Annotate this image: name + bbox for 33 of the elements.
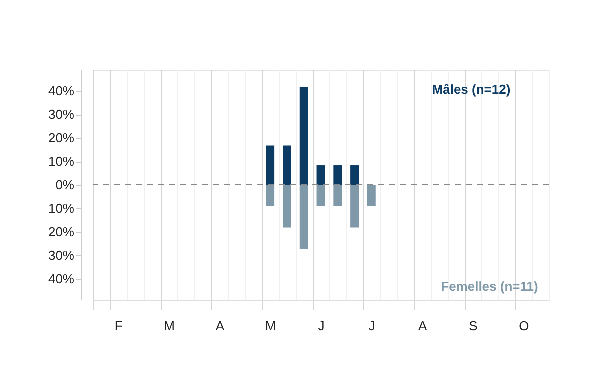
text: Femelles (n=11): [441, 279, 538, 294]
bar: [316, 166, 326, 185]
bar: [266, 185, 275, 206]
y-tick-label: 20%: [48, 224, 75, 240]
y-tick-label: 0%: [56, 178, 75, 192]
x-tick-label: A: [216, 318, 225, 334]
text: Mâles (n=12): [432, 82, 511, 97]
bar: [316, 185, 326, 206]
y-tick-label: 10%: [48, 154, 75, 170]
y-tick-label: 40%: [48, 271, 75, 286]
bar: [300, 87, 308, 185]
bar: [350, 185, 359, 228]
y-tick-label: 40%: [48, 84, 75, 99]
x-tick-label: F: [114, 318, 123, 334]
bar: [266, 146, 275, 185]
x-tick-label: A: [418, 318, 428, 334]
bar: [350, 166, 359, 185]
x-tick-label: O: [519, 318, 530, 334]
y-tick-label: 30%: [48, 107, 75, 122]
bar: [334, 166, 342, 185]
x-tick-label: J: [318, 318, 325, 334]
bar: [334, 185, 342, 206]
bar: [300, 185, 308, 250]
x-tick-label: M: [265, 318, 276, 334]
bar: [283, 185, 292, 228]
y-tick-label: 10%: [48, 200, 75, 216]
y-tick-label: 20%: [48, 130, 75, 146]
y-tick-label: 30%: [48, 248, 75, 263]
x-tick-label: J: [368, 318, 376, 334]
bar: [283, 146, 292, 185]
x-tick-label: M: [164, 318, 175, 334]
bar: [367, 185, 376, 206]
x-tick-label: S: [469, 318, 478, 334]
